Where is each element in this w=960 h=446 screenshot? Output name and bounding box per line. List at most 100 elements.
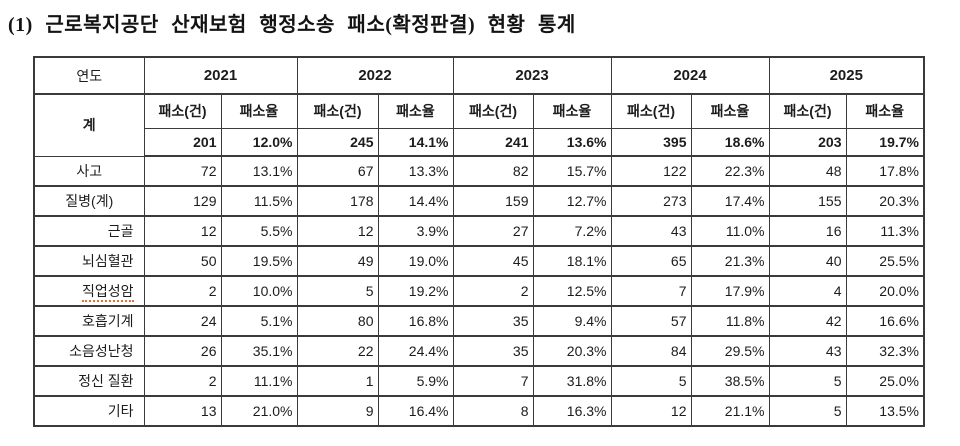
subheader-loss-count: 패소(건) — [610, 93, 692, 129]
page-title: (1) 근로복지공단 산재보험 행정소송 패소(확정판결) 현황 통계 — [8, 14, 576, 36]
loss-rate-cell: 17.9% — [690, 275, 770, 307]
loss-count-cell: 5 — [610, 365, 692, 397]
loss-count-cell: 35 — [452, 305, 534, 337]
row-label-text: 호흡기계 — [81, 313, 134, 329]
loss-rate-cell: 5.5% — [220, 215, 298, 247]
loss-count-cell: 49 — [296, 245, 379, 277]
loss-rate-cell: 14.4% — [377, 185, 454, 217]
loss-rate-cell: 21.0% — [220, 395, 298, 427]
loss-rate-cell: 16.3% — [532, 395, 612, 427]
subheader-loss-rate: 패소율 — [845, 93, 925, 129]
table-row: 소음성난청 26 35.1% 22 24.4% 35 20.3% 84 29.5% 43 32.3% — [33, 335, 925, 367]
loss-count-cell: 12 — [143, 215, 222, 247]
loss-count-cell: 80 — [296, 305, 379, 337]
row-label-text: 뇌심혈관 — [81, 253, 134, 269]
subheader-loss-count: 패소(건) — [452, 93, 534, 129]
loss-rate-cell: 16.4% — [377, 395, 454, 427]
table-row: 질병(계) 129 11.5% 178 14.4% 159 12.7% 273 17.4% 155… — [33, 185, 925, 217]
loss-rate-cell: 13.3% — [377, 155, 454, 187]
total-loss-rate: 14.1% — [377, 127, 454, 157]
loss-rate-cell: 19.5% — [220, 245, 298, 277]
loss-rate-cell: 22.3% — [690, 155, 770, 187]
loss-rate-cell: 24.4% — [377, 335, 454, 367]
loss-count-cell: 67 — [296, 155, 379, 187]
year-header-row: 연도 2021 2022 2023 2024 2025 — [33, 56, 925, 95]
loss-rate-cell: 20.3% — [532, 335, 612, 367]
loss-count-cell: 12 — [296, 215, 379, 247]
loss-rate-cell: 16.6% — [845, 305, 925, 337]
total-loss-rate: 18.6% — [690, 127, 770, 157]
subheader-loss-rate: 패소율 — [377, 93, 454, 129]
subheader-loss-rate: 패소율 — [220, 93, 298, 129]
row-label-text-spellcheck: 직업성암 — [81, 283, 134, 302]
loss-count-cell: 26 — [143, 335, 222, 367]
loss-rate-cell: 5.9% — [377, 365, 454, 397]
row-label-text: 정신 질환 — [78, 373, 134, 389]
loss-count-cell: 84 — [610, 335, 692, 367]
total-row-label: 계 — [33, 93, 145, 157]
row-label-text: 소음성난청 — [69, 343, 134, 359]
loss-rate-cell: 19.0% — [377, 245, 454, 277]
total-loss-count: 203 — [768, 127, 847, 157]
year-header-2025: 2025 — [768, 56, 925, 95]
loss-count-cell: 45 — [452, 245, 534, 277]
row-label: 근골 — [33, 215, 145, 247]
total-loss-rate: 12.0% — [220, 127, 298, 157]
loss-count-cell: 5 — [768, 395, 847, 427]
loss-rate-cell: 13.5% — [845, 395, 925, 427]
loss-rate-cell: 21.3% — [690, 245, 770, 277]
year-header-2023: 2023 — [452, 56, 612, 95]
total-values-row: 201 12.0% 245 14.1% 241 13.6% 395 18.6% 203 19.7% — [34, 127, 925, 157]
loss-count-cell: 57 — [610, 305, 692, 337]
loss-count-cell: 2 — [143, 365, 222, 397]
total-loss-rate: 13.6% — [532, 127, 612, 157]
loss-count-cell: 43 — [768, 335, 847, 367]
total-loss-count: 245 — [296, 127, 379, 157]
loss-count-cell: 42 — [768, 305, 847, 337]
loss-rate-cell: 11.5% — [220, 185, 298, 217]
loss-count-cell: 178 — [296, 185, 379, 217]
table-body: 사고 72 13.1% 67 13.3% 82 15.7% 122 22.3% 48 17.8% 질병… — [33, 155, 925, 427]
row-label: 기타 — [33, 395, 145, 427]
year-header-2024: 2024 — [610, 56, 770, 95]
loss-count-cell: 82 — [452, 155, 534, 187]
subheader-loss-count: 패소(건) — [296, 93, 379, 129]
subheader-loss-count: 패소(건) — [768, 93, 847, 129]
row-label-text: 기타 — [107, 403, 134, 419]
subheader-loss-count: 패소(건) — [143, 93, 222, 129]
loss-count-cell: 40 — [768, 245, 847, 277]
loss-rate-cell: 25.0% — [845, 365, 925, 397]
loss-count-cell: 122 — [610, 155, 692, 187]
loss-rate-cell: 31.8% — [532, 365, 612, 397]
total-loss-count: 395 — [610, 127, 692, 157]
loss-rate-cell: 10.0% — [220, 275, 298, 307]
loss-rate-cell: 17.4% — [690, 185, 770, 217]
loss-count-cell: 48 — [768, 155, 847, 187]
loss-count-cell: 2 — [143, 275, 222, 307]
loss-rate-cell: 11.3% — [845, 215, 925, 247]
loss-rate-cell: 32.3% — [845, 335, 925, 367]
table-row: 뇌심혈관 50 19.5% 49 19.0% 45 18.1% 65 21.3% 40 25.5% — [33, 245, 925, 277]
loss-rate-cell: 12.7% — [532, 185, 612, 217]
loss-rate-cell: 15.7% — [532, 155, 612, 187]
table-row: 호흡기계 24 5.1% 80 16.8% 35 9.4% 57 11.8% 42 16.6% — [33, 305, 925, 337]
loss-count-cell: 65 — [610, 245, 692, 277]
subheader-loss-rate: 패소율 — [690, 93, 770, 129]
loss-count-cell: 7 — [610, 275, 692, 307]
loss-count-cell: 9 — [296, 395, 379, 427]
loss-rate-cell: 9.4% — [532, 305, 612, 337]
row-label: 사고 — [33, 155, 145, 187]
loss-rate-cell: 20.0% — [845, 275, 925, 307]
loss-rate-cell: 29.5% — [690, 335, 770, 367]
loss-count-cell: 35 — [452, 335, 534, 367]
row-label-text: 근골 — [107, 223, 134, 239]
year-axis-label: 연도 — [33, 56, 145, 95]
loss-rate-cell: 11.0% — [690, 215, 770, 247]
loss-rate-cell: 13.1% — [220, 155, 298, 187]
row-label: 소음성난청 — [33, 335, 145, 367]
subheader-row: 계 패소(건) 패소율 패소(건) 패소율 패소(건) 패소율 패소(건) 패소율 패소(건) 패… — [33, 93, 925, 157]
loss-rate-cell: 11.1% — [220, 365, 298, 397]
row-label: 뇌심혈관 — [33, 245, 145, 277]
row-label: 정신 질환 — [33, 365, 145, 397]
loss-rate-cell: 21.1% — [690, 395, 770, 427]
